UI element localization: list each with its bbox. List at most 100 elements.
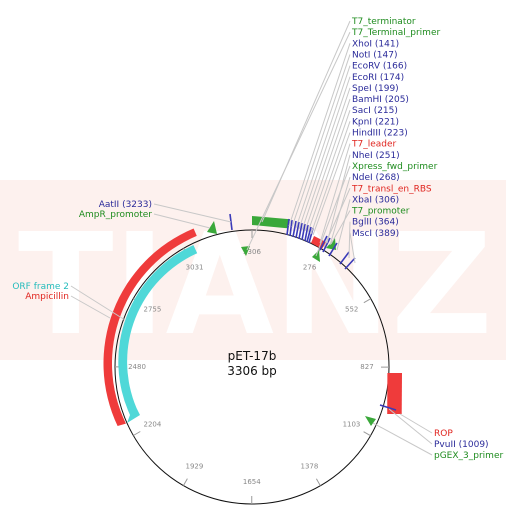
leader-line [349,232,356,264]
label-ampr-promoter[interactable]: AmpR_promoter [79,210,152,220]
site-bglii[interactable] [339,251,350,265]
label-nhei-251[interactable]: NheI (251) [352,151,400,161]
label-msci-389[interactable]: MscI (389) [352,229,399,239]
tick-mark [315,478,321,486]
label-ecorv-166[interactable]: EcoRV (166) [352,62,407,72]
leader-line [298,76,351,230]
tick-label: 1378 [300,463,318,471]
position-ticks: 3306 276 552 827 1103 1378 1654 1929 2204 2480 275… [114,230,390,505]
label-xpress-fwd-primer[interactable]: Xpress_fwd_primer [352,162,438,172]
leader-line [261,20,351,223]
site-xhoi[interactable] [286,218,290,236]
tick-label: 2204 [143,421,161,429]
site-saci[interactable] [304,224,309,242]
label-ampicillin[interactable]: Ampicillin [25,292,69,302]
tick-label: 552 [345,306,358,314]
plasmid-name: pET-17b [228,349,277,363]
watermark: TIANZ [0,180,506,367]
leader-line [388,408,433,445]
tick-label: 3031 [186,263,204,271]
leader-line [291,54,351,228]
leader-line [315,165,351,257]
site-spei[interactable] [298,222,303,240]
label-t7-terminal-primer[interactable]: T7_Terminal_primer [351,28,440,38]
rop-feature[interactable] [387,373,402,414]
label-t7-transl-en-rbs[interactable]: T7_transl_en_RBS [351,184,432,194]
leader-line [310,121,351,235]
label-pvuii-1009[interactable]: PvuII (1009) [434,440,489,450]
pgex-3-primer-arrow[interactable] [365,416,376,426]
tick-label: 2755 [143,306,161,314]
label-orf-frame-2[interactable]: ORF frame 2 [12,282,69,292]
leader-line [307,110,351,233]
tick-label: 827 [360,363,373,371]
leader-line [70,285,126,321]
plasmid-length: 3306 bp [227,364,277,378]
leader-line [301,87,351,231]
label-bamhi-205[interactable]: BamHI (205) [352,95,409,105]
label-saci-215[interactable]: SacI (215) [352,106,398,116]
label-aatii-3233[interactable]: AatII (3233) [99,200,152,210]
leader-line [246,31,351,251]
leader-line [330,210,351,245]
leader-line [295,65,351,229]
features [103,216,402,426]
label-ndei-268[interactable]: NdeI (268) [352,173,400,183]
leader-line [288,43,351,227]
leader-line [319,143,351,244]
tick-label: 1929 [185,463,203,471]
leader-line [312,132,351,236]
tick-mark [182,478,188,486]
restriction-sites [229,213,397,411]
xpress-fwd-primer-arrow[interactable] [312,250,320,262]
site-ndei[interactable] [322,237,331,253]
label-kpni-221[interactable]: KpnI (221) [352,117,399,127]
label-t7-terminator[interactable]: T7_terminator [351,17,416,27]
site-xbai[interactable] [328,242,338,257]
tick-mark [363,298,372,304]
tick-label: 3306 [243,248,261,256]
leader-line [326,154,351,244]
site-kpni[interactable] [306,226,312,243]
orf-frame-2-feature[interactable] [118,245,198,423]
site-msci[interactable] [344,257,356,270]
leader-line [323,188,351,248]
label-xhoi-141[interactable]: XhoI (141) [352,39,399,49]
leader-line [70,295,111,319]
site-nhei[interactable] [319,235,328,251]
label-rop[interactable]: ROP [434,429,453,439]
tick-label: 2480 [128,363,146,371]
tick-mark [363,431,371,437]
label-bglii-364[interactable]: BglII (364) [352,218,399,228]
ampicillin-feature[interactable] [103,228,197,427]
label-spei-199[interactable]: SpeI (199) [352,84,399,94]
leader-line [348,221,351,259]
label-hindiii-223[interactable]: HindIII (223) [352,129,408,139]
site-pvuii[interactable] [379,404,397,411]
tick-label: 1103 [343,421,361,429]
site-ecori[interactable] [295,221,300,239]
watermark-text: TIANZ [18,204,493,367]
leader-line [336,199,351,251]
label-t7-leader[interactable]: T7_leader [351,140,397,150]
tick-label: 276 [303,263,317,271]
site-bamhi[interactable] [301,223,306,241]
label-leaders [70,20,433,456]
site-ecorv[interactable] [292,220,297,238]
ampr-promoter-arrow[interactable] [207,221,217,234]
label-xbai-306[interactable]: XbaI (306) [352,195,399,205]
site-noti[interactable] [289,219,293,237]
label-t7-promoter[interactable]: T7_promoter [351,207,410,217]
label-pgex-3-primer[interactable]: pGEX_3_primer [434,451,503,461]
leader-line [372,422,433,456]
watermark-band [0,180,506,360]
leader-line [399,413,433,434]
leader-line [304,98,351,232]
tick-label: 1654 [243,478,261,486]
tick-mark [133,431,141,436]
label-noti-147[interactable]: NotI (147) [352,50,397,60]
leader-line [153,213,211,229]
label-ecori-174[interactable]: EcoRI (174) [352,73,404,83]
